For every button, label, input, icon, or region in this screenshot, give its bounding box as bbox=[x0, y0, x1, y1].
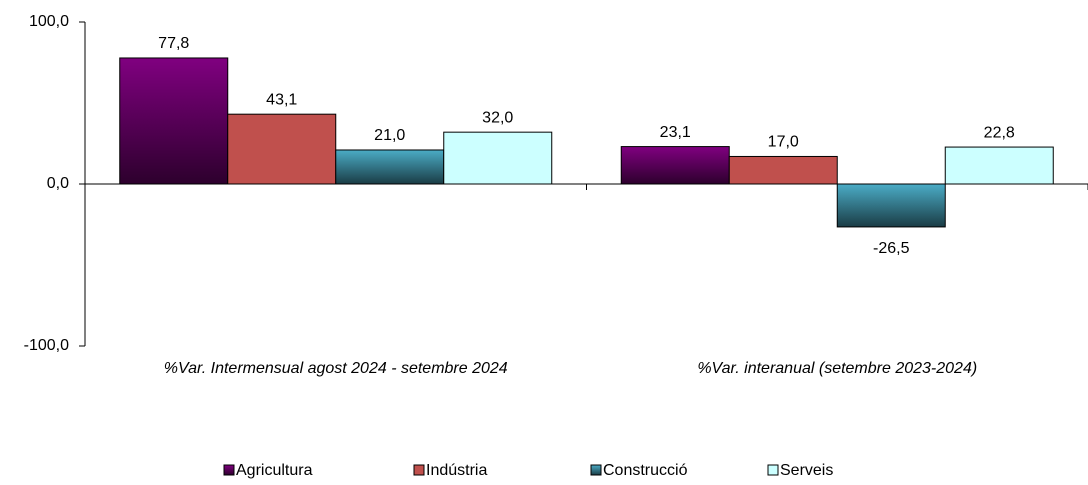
data-label: 32,0 bbox=[482, 109, 513, 126]
bar bbox=[620, 146, 730, 185]
bar bbox=[443, 131, 553, 185]
bar bbox=[944, 146, 1054, 185]
legend-swatch bbox=[413, 464, 425, 476]
data-label: 21,0 bbox=[374, 127, 405, 144]
bar bbox=[836, 183, 946, 228]
y-tick-label: -100,0 bbox=[24, 337, 69, 354]
bar bbox=[227, 113, 337, 185]
bar bbox=[119, 57, 229, 185]
data-label: 17,0 bbox=[768, 134, 799, 151]
x-tick-label: %Var. interanual (setembre 2023-2024) bbox=[697, 360, 977, 377]
legend-label: Indústria bbox=[426, 462, 487, 479]
y-tick-label: 0,0 bbox=[47, 175, 69, 192]
data-label: 43,1 bbox=[266, 91, 297, 108]
legend-swatch bbox=[767, 464, 779, 476]
bar bbox=[728, 155, 838, 185]
data-label: 23,1 bbox=[660, 124, 691, 141]
legend-label: Construcció bbox=[603, 462, 688, 479]
y-tick-label: 100,0 bbox=[29, 13, 69, 30]
data-label: 22,8 bbox=[984, 124, 1015, 141]
legend-label: Agricultura bbox=[236, 462, 313, 479]
x-tick-label: %Var. Intermensual agost 2024 - setembre… bbox=[164, 360, 508, 377]
legend-swatch bbox=[590, 464, 602, 476]
legend-swatch bbox=[223, 464, 235, 476]
legend-label: Serveis bbox=[780, 462, 833, 479]
data-label: 77,8 bbox=[158, 35, 189, 52]
data-label: -26,5 bbox=[873, 240, 910, 257]
bar bbox=[335, 149, 445, 185]
